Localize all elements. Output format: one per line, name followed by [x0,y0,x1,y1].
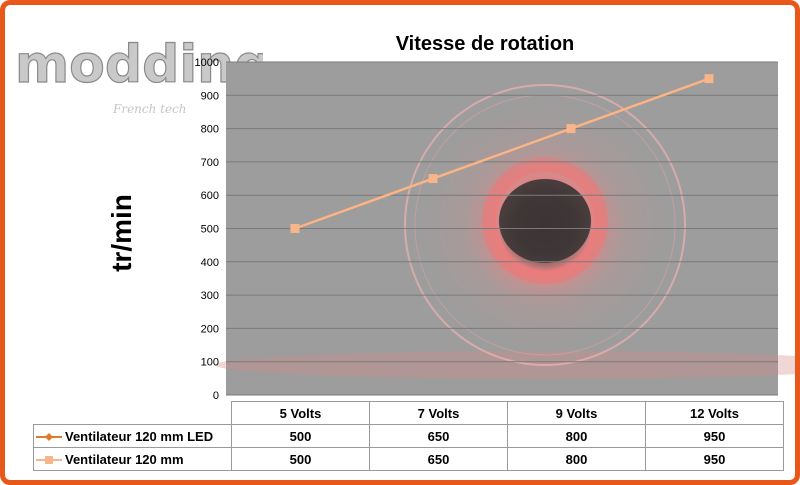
data-table: 5 Volts 7 Volts 9 Volts 12 Volts Ventila… [33,401,784,471]
data-point [566,124,576,134]
table-row: Ventilateur 120 mm 500 650 800 950 [33,447,784,471]
series-line [294,77,710,230]
logo-text: modding.fr [15,35,263,95]
y-tick-label: 600 [201,190,219,202]
data-point [704,74,714,84]
legend-entry-led: Ventilateur 120 mm LED [33,424,232,448]
y-tick-label: 900 [201,90,219,102]
y-tick-label: 1000 [195,57,219,69]
data-point [428,174,438,184]
category-label: 9 Volts [507,401,646,425]
data-point [290,224,300,233]
chart-title: Vitesse de rotation [395,33,575,55]
table-cell: 800 [507,424,646,448]
line-chart: 0 100 200 300 400 500 600 700 800 900 1000 [195,57,795,402]
table-header-row: 5 Volts 7 Volts 9 Volts 12 Volts [34,401,784,425]
table-cell: 800 [507,447,646,471]
y-tick-label: 700 [201,157,219,169]
table-cell: 950 [645,424,784,448]
legend-entry-standard: Ventilateur 120 mm [33,447,232,471]
y-tick-label: 400 [201,257,219,269]
diamond-marker-icon [36,433,62,442]
table-cell: 950 [645,447,784,471]
y-tick-label: 200 [201,323,219,335]
logo-tagline: French tech [112,102,187,116]
y-tick-label: 800 [201,124,219,136]
table-cell: 500 [231,447,370,471]
category-label: 7 Volts [369,401,508,425]
y-tick-label: 100 [201,357,219,369]
legend-label: Ventilateur 120 mm [65,451,184,467]
category-label: 12 Volts [645,401,784,425]
table-row: Ventilateur 120 mm LED 500 650 800 950 [33,424,784,448]
table-cell: 650 [369,424,508,448]
table-cell: 650 [369,447,508,471]
legend-label: Ventilateur 120 mm LED [65,428,214,444]
table-corner [34,402,232,425]
y-tick-label: 300 [201,290,219,302]
y-tick-label: 500 [201,224,219,236]
table-cell: 500 [231,424,370,448]
category-label: 5 Volts [231,401,370,425]
y-tick-label: 0 [213,390,219,402]
square-marker-icon [36,456,62,465]
modding-logo: modding.fr French tech [14,34,263,116]
